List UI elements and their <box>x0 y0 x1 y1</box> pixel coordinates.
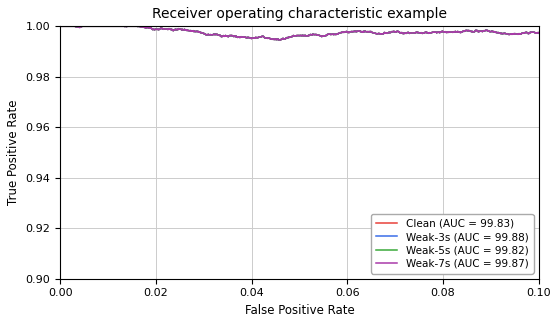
Weak-7s (AUC = 99.87) <box>290 34 296 38</box>
Weak-3s (AUC = 99.88) <box>522 31 528 35</box>
Line: Weak-5s (AUC = 99.82): Weak-5s (AUC = 99.82) <box>60 26 538 40</box>
Clean (AUC = 99.83) <box>277 38 283 42</box>
Clean (AUC = 99.83) <box>434 30 441 34</box>
Weak-7s (AUC = 99.87) <box>277 38 283 42</box>
Weak-5s (AUC = 99.82) <box>535 31 542 35</box>
Legend: Clean (AUC = 99.83), Weak-3s (AUC = 99.88), Weak-5s (AUC = 99.82), Weak-7s (AUC : Clean (AUC = 99.83), Weak-3s (AUC = 99.8… <box>371 214 533 273</box>
Weak-7s (AUC = 99.87) <box>277 38 283 42</box>
Weak-5s (AUC = 99.82) <box>277 38 283 42</box>
Weak-3s (AUC = 99.88) <box>535 31 542 35</box>
Clean (AUC = 99.83) <box>522 30 528 34</box>
Weak-5s (AUC = 99.82) <box>81 24 88 28</box>
Weak-5s (AUC = 99.82) <box>57 24 64 28</box>
Title: Receiver operating characteristic example: Receiver operating characteristic exampl… <box>152 7 447 21</box>
Clean (AUC = 99.83) <box>535 31 542 35</box>
Weak-7s (AUC = 99.87) <box>57 24 64 28</box>
Y-axis label: True Positive Rate: True Positive Rate <box>7 100 20 205</box>
Clean (AUC = 99.83) <box>57 24 64 28</box>
Weak-5s (AUC = 99.82) <box>522 31 528 35</box>
Weak-7s (AUC = 99.87) <box>81 24 88 28</box>
Weak-3s (AUC = 99.88) <box>57 24 64 28</box>
Line: Weak-7s (AUC = 99.87): Weak-7s (AUC = 99.87) <box>60 26 538 40</box>
Weak-7s (AUC = 99.87) <box>535 31 542 35</box>
Weak-3s (AUC = 99.88) <box>290 34 296 38</box>
Line: Weak-3s (AUC = 99.88): Weak-3s (AUC = 99.88) <box>60 26 538 40</box>
Weak-3s (AUC = 99.88) <box>522 30 528 34</box>
Weak-3s (AUC = 99.88) <box>277 38 283 42</box>
Weak-5s (AUC = 99.82) <box>277 38 283 42</box>
Weak-5s (AUC = 99.82) <box>434 30 441 34</box>
Clean (AUC = 99.83) <box>290 34 296 38</box>
Line: Clean (AUC = 99.83): Clean (AUC = 99.83) <box>60 26 538 40</box>
Weak-3s (AUC = 99.88) <box>277 38 283 42</box>
Weak-5s (AUC = 99.82) <box>522 30 528 34</box>
Weak-7s (AUC = 99.87) <box>434 30 441 34</box>
Weak-5s (AUC = 99.82) <box>290 34 296 38</box>
Weak-3s (AUC = 99.88) <box>81 24 88 28</box>
Weak-3s (AUC = 99.88) <box>434 30 441 34</box>
Clean (AUC = 99.83) <box>277 38 283 42</box>
X-axis label: False Positive Rate: False Positive Rate <box>244 304 354 317</box>
Clean (AUC = 99.83) <box>81 24 88 28</box>
Clean (AUC = 99.83) <box>522 31 528 35</box>
Weak-7s (AUC = 99.87) <box>522 31 528 35</box>
Weak-7s (AUC = 99.87) <box>522 30 528 34</box>
